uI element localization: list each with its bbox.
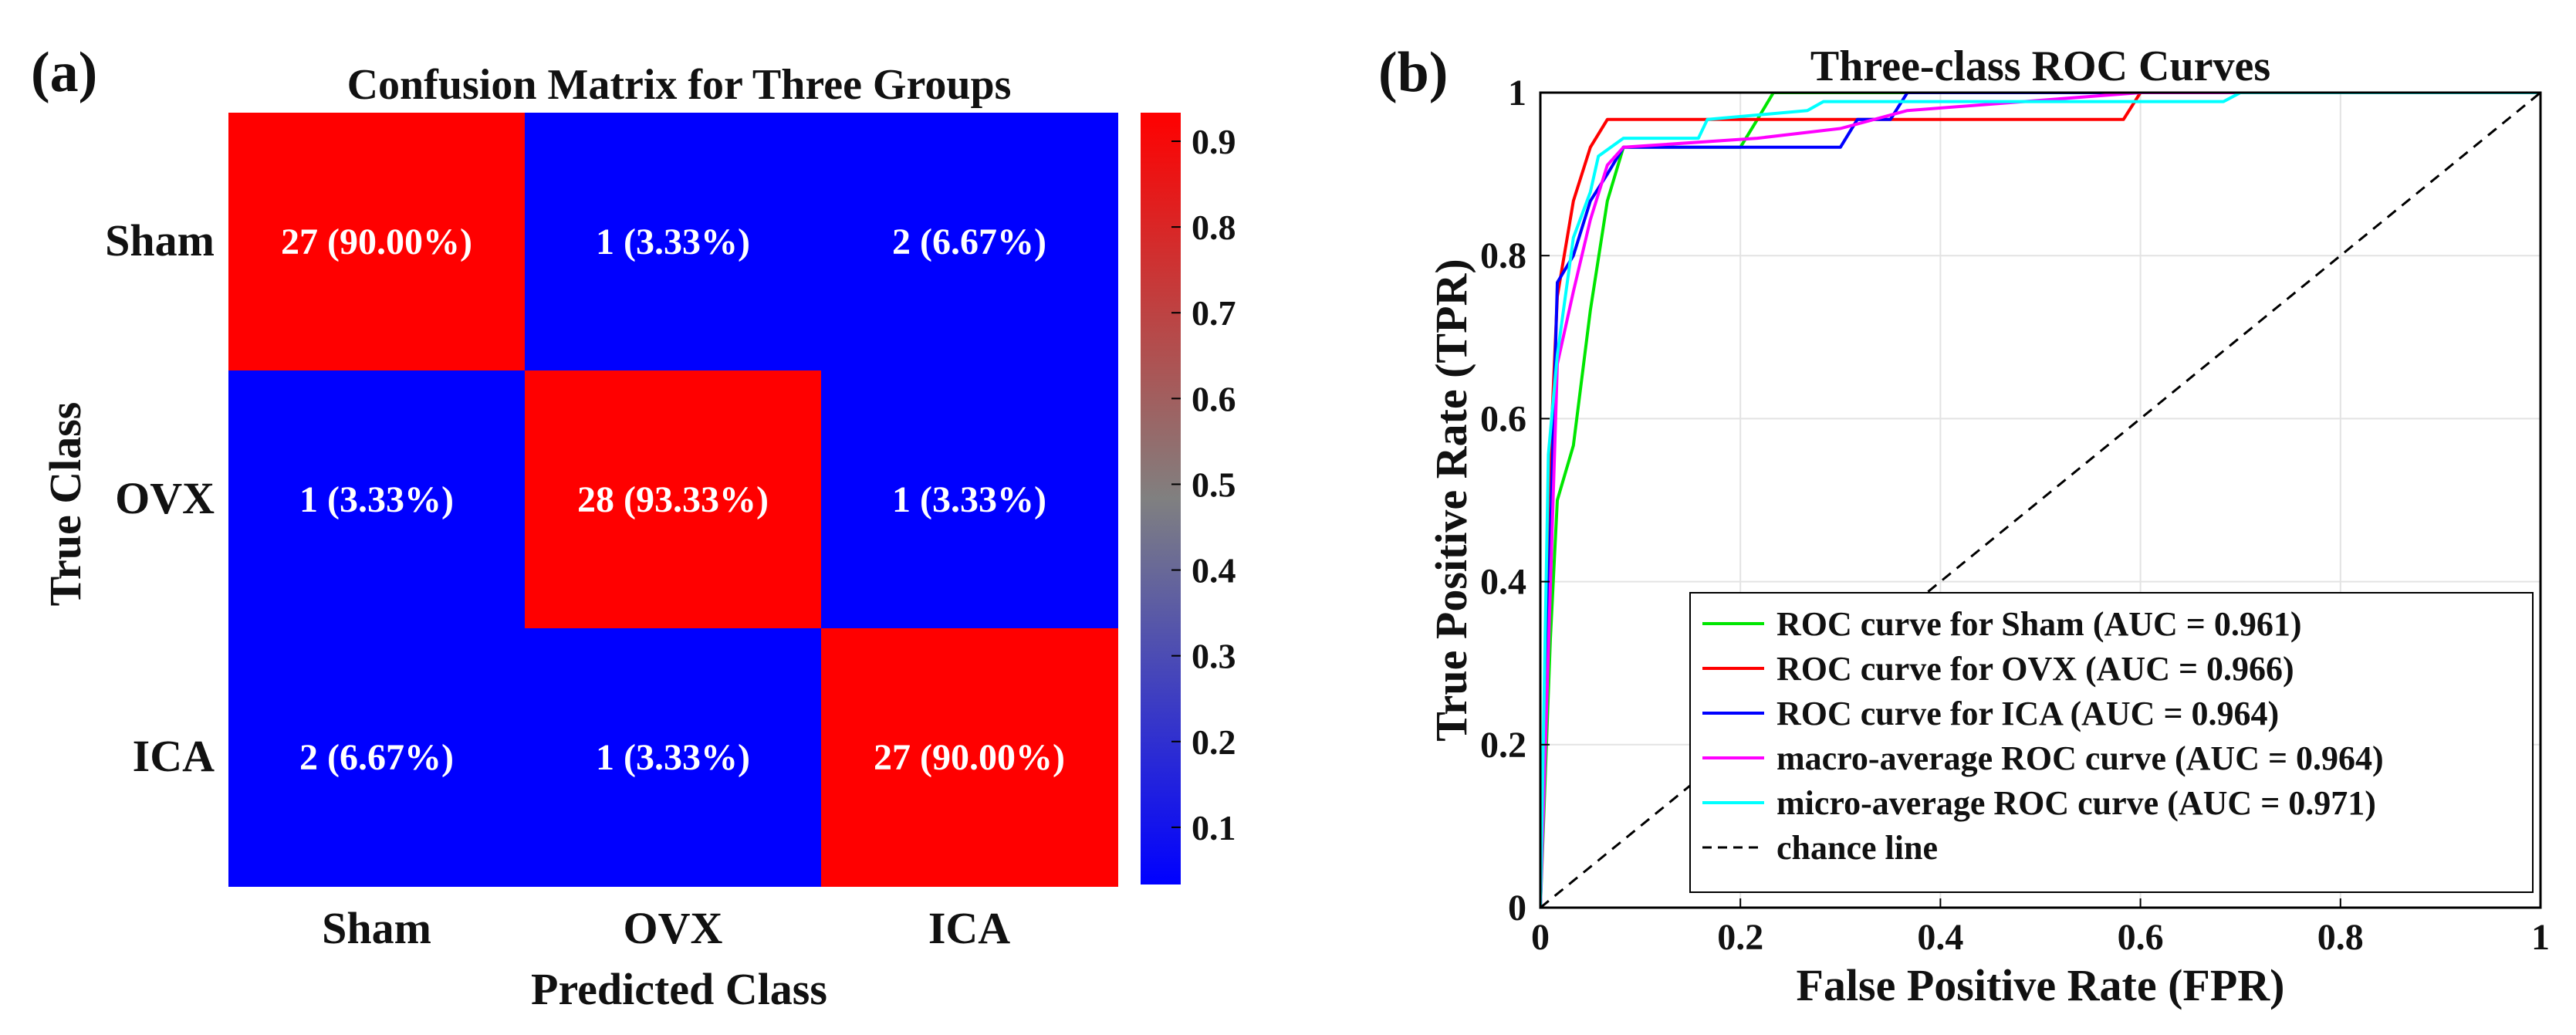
roc-x-axis-label: False Positive Rate (FPR) [1797, 960, 2285, 1010]
roc-x-tick-label: 1 [2531, 917, 2550, 958]
colorbar-tick-label: 0.9 [1192, 122, 1236, 161]
cm-cell [228, 628, 526, 887]
roc-y-tick-label: 0.6 [1480, 398, 1526, 439]
cm-cell [525, 370, 822, 629]
roc-series-line [1540, 93, 2541, 908]
cm-cell [821, 113, 1118, 371]
cm-y-tick-label: OVX [115, 473, 215, 523]
cm-cell-label: 1 (3.33%) [892, 479, 1046, 520]
cm-x-tick-label: OVX [624, 903, 723, 953]
colorbar-tick-label: 0.8 [1192, 208, 1236, 247]
colorbar [1141, 113, 1181, 884]
cm-cell-label: 27 (90.00%) [281, 222, 472, 262]
roc-x-tick-label: 0 [1531, 917, 1550, 958]
cm-cell-label: 27 (90.00%) [874, 737, 1065, 778]
cm-y-axis-label: True Class [40, 402, 90, 607]
roc-legend-label: ROC curve for ICA (AUC = 0.964) [1776, 695, 2279, 732]
cm-cell [525, 628, 822, 887]
colorbar-tick-label: 0.3 [1192, 637, 1236, 676]
cm-cell-label: 28 (93.33%) [577, 479, 769, 520]
roc-y-tick-label: 0.8 [1480, 235, 1526, 276]
cm-x-axis-label: Predicted Class [531, 964, 827, 1014]
colorbar-tick-label: 0.4 [1192, 551, 1236, 590]
colorbar-tick-label: 0.7 [1192, 293, 1236, 333]
roc-x-tick-label: 0.8 [2317, 917, 2364, 958]
cm-cell [525, 113, 822, 371]
cm-x-tick-label: Sham [322, 903, 431, 953]
roc-x-tick-label: 0.4 [1917, 917, 1963, 958]
roc-series-line [1540, 93, 2541, 908]
roc-legend-label: micro-average ROC curve (AUC = 0.971) [1776, 784, 2376, 822]
roc-legend-box [1689, 592, 2534, 893]
cm-cell-label: 1 (3.33%) [596, 737, 750, 778]
roc-x-tick-label: 0.2 [1717, 917, 1763, 958]
roc-legend: ROC curve for Sham (AUC = 0.961) ROC curv… [1689, 592, 2534, 893]
roc-legend-label: macro-average ROC curve (AUC = 0.964) [1776, 739, 2384, 777]
roc-x-tick-label: 0.6 [2118, 917, 2164, 958]
roc-x-ticks: 0 0.2 0.4 0.6 0.8 1 [1531, 898, 2550, 958]
cm-cell-label: 2 (6.67%) [892, 222, 1046, 262]
roc-y-ticks: 0 0.2 0.4 0.6 0.8 1 [1480, 73, 1550, 928]
cm-x-tick-label: ICA [928, 903, 1010, 953]
colorbar-tick-label: 0.2 [1192, 722, 1236, 762]
roc-legend-label: ROC curve for Sham (AUC = 0.961) [1776, 605, 2302, 643]
cm-cell [228, 370, 526, 629]
roc-legend-label: chance line [1776, 829, 1938, 867]
colorbar-ticks: 0.1 0.2 0.3 0.4 0.5 0.6 0.7 0.8 0.9 [1171, 122, 1236, 847]
colorbar-tick-label: 0.1 [1192, 808, 1236, 847]
roc-series-line [1540, 93, 2541, 908]
confusion-matrix-title: Confusion Matrix for Three Groups [347, 61, 1012, 109]
cm-y-tick-label: ICA [133, 731, 215, 781]
roc-series [1540, 93, 2541, 908]
cm-cell-label: 1 (3.33%) [596, 222, 750, 262]
confusion-matrix: 27 (90.00%) 1 (3.33%) 2 (6.67%) 1 (3.33%) 28… [228, 113, 1118, 887]
roc-title: Three-class ROC Curves [1810, 42, 2270, 90]
roc-y-tick-label: 0 [1508, 888, 1526, 928]
cm-cell [821, 370, 1118, 629]
colorbar-tick-label: 0.5 [1192, 465, 1236, 504]
roc-legend-label: ROC curve for OVX (AUC = 0.966) [1776, 650, 2294, 688]
panel-b-label: (b) [1378, 41, 1448, 104]
roc-series-line [1540, 93, 2541, 908]
cm-cell [228, 113, 526, 371]
cm-y-tick-label: Sham [105, 215, 215, 266]
cm-x-tick-labels: Sham OVX ICA [322, 903, 1010, 953]
colorbar-tick-label: 0.6 [1192, 379, 1236, 418]
cm-cell [821, 628, 1118, 887]
roc-y-tick-label: 1 [1508, 73, 1526, 113]
roc-y-tick-label: 0.4 [1480, 562, 1526, 603]
cm-cell-label: 1 (3.33%) [299, 479, 454, 520]
cm-cell-label: 2 (6.67%) [299, 737, 454, 778]
roc-y-axis-label: True Positive Rate (TPR) [1426, 259, 1476, 741]
cm-y-tick-labels: Sham OVX ICA [105, 215, 215, 781]
panel-a-label: (a) [31, 41, 97, 104]
roc-axes-frame [1539, 91, 2542, 909]
roc-y-tick-label: 0.2 [1480, 725, 1526, 766]
